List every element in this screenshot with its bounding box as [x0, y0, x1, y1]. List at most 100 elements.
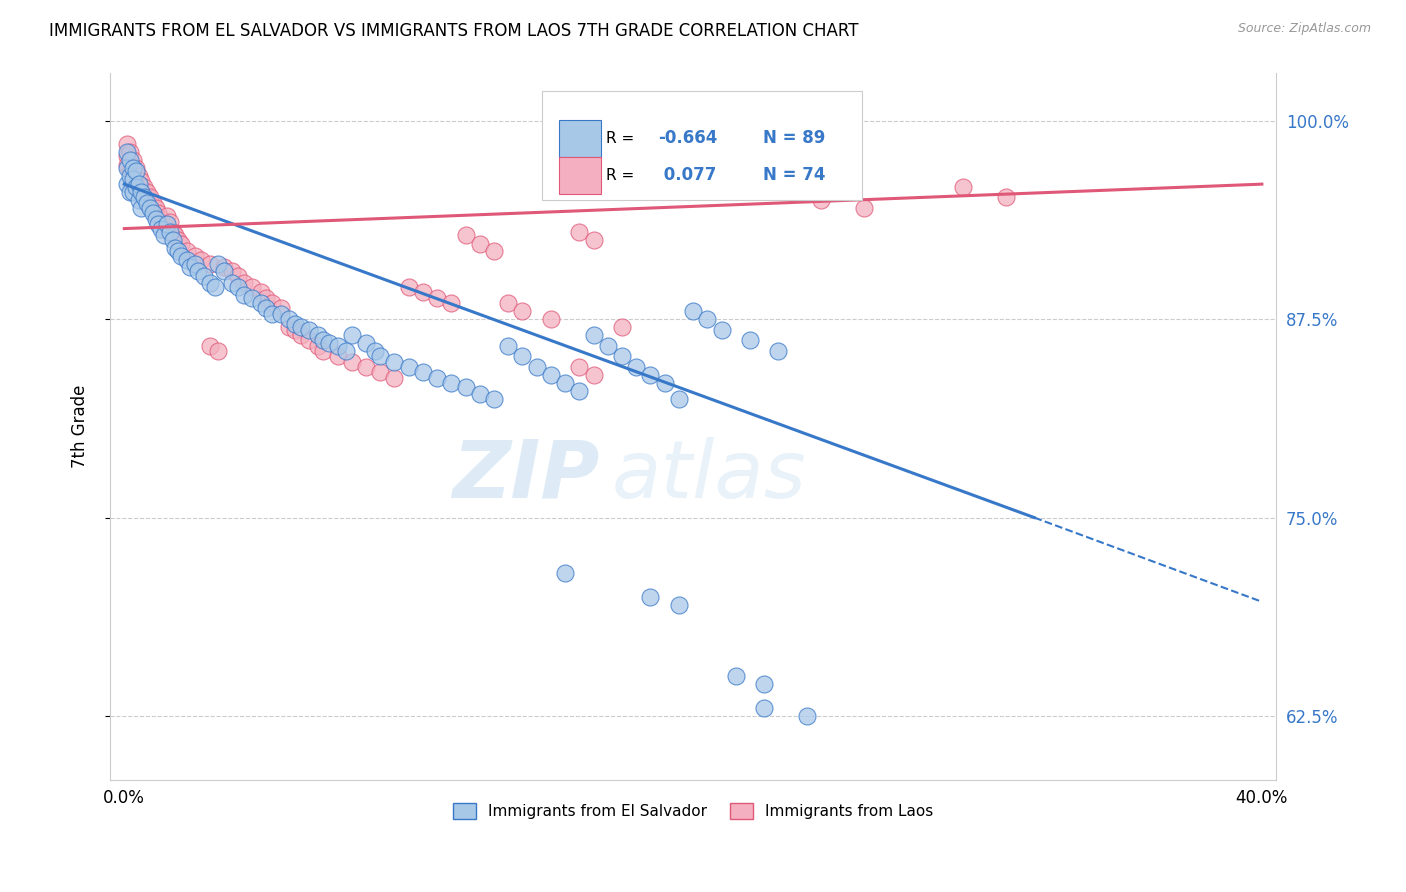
Point — [496, 339, 519, 353]
Point — [128, 177, 150, 191]
Point — [142, 196, 165, 211]
Point — [312, 343, 335, 358]
Point — [226, 280, 249, 294]
Point — [139, 190, 162, 204]
Point — [187, 264, 209, 278]
Point — [768, 343, 790, 358]
Point — [207, 343, 229, 358]
Point — [640, 590, 662, 604]
Point — [207, 256, 229, 270]
Point — [134, 180, 156, 194]
Point — [426, 371, 449, 385]
Point — [363, 343, 385, 358]
Point — [240, 280, 263, 294]
Point — [554, 566, 576, 581]
Point — [193, 269, 215, 284]
Point — [124, 180, 146, 194]
Point — [162, 233, 184, 247]
Point — [159, 225, 181, 239]
Point — [496, 296, 519, 310]
Point — [440, 296, 463, 310]
Point — [121, 172, 143, 186]
Point — [262, 307, 284, 321]
Point — [610, 320, 633, 334]
Y-axis label: 7th Grade: 7th Grade — [72, 384, 89, 468]
Point — [176, 244, 198, 258]
Text: N = 74: N = 74 — [763, 167, 825, 185]
Point — [290, 320, 312, 334]
Point — [256, 292, 278, 306]
Text: ZIP: ZIP — [453, 437, 600, 515]
Point — [136, 196, 159, 211]
Point — [335, 343, 357, 358]
Point — [170, 249, 193, 263]
Point — [468, 237, 491, 252]
Text: -0.664: -0.664 — [658, 129, 717, 147]
Point — [398, 359, 420, 374]
Point — [326, 339, 349, 353]
Point — [156, 209, 179, 223]
Point — [682, 304, 704, 318]
Point — [398, 280, 420, 294]
Point — [115, 145, 138, 160]
Point — [540, 368, 562, 382]
Point — [145, 212, 167, 227]
Point — [118, 153, 141, 168]
Point — [412, 364, 434, 378]
Point — [368, 349, 391, 363]
Point — [128, 193, 150, 207]
Point — [724, 177, 747, 191]
Point — [738, 333, 761, 347]
Point — [121, 169, 143, 184]
Point — [270, 301, 292, 315]
Point — [284, 323, 307, 337]
Point — [340, 355, 363, 369]
Point — [290, 328, 312, 343]
Point — [121, 185, 143, 199]
Point — [198, 256, 221, 270]
Text: R =: R = — [606, 131, 638, 146]
Point — [118, 145, 141, 160]
Point — [654, 376, 676, 390]
Point — [682, 169, 704, 184]
Point — [284, 317, 307, 331]
Point — [582, 368, 605, 382]
Point — [121, 153, 143, 168]
Point — [153, 227, 176, 242]
Point — [131, 201, 153, 215]
FancyBboxPatch shape — [541, 91, 862, 200]
Point — [179, 260, 201, 274]
Point — [118, 164, 141, 178]
Point — [512, 304, 534, 318]
Point — [668, 598, 690, 612]
Point — [134, 190, 156, 204]
Point — [340, 328, 363, 343]
Point — [170, 237, 193, 252]
Point — [204, 280, 226, 294]
FancyBboxPatch shape — [560, 157, 600, 194]
Point — [124, 177, 146, 191]
Point — [754, 677, 776, 691]
Point — [156, 217, 179, 231]
Point — [162, 225, 184, 239]
Text: Source: ZipAtlas.com: Source: ZipAtlas.com — [1237, 22, 1371, 36]
Point — [426, 292, 449, 306]
Point — [232, 276, 254, 290]
Point — [226, 269, 249, 284]
Point — [249, 285, 271, 299]
Point — [212, 260, 235, 274]
Point — [482, 392, 505, 406]
Point — [582, 233, 605, 247]
Text: R =: R = — [606, 168, 638, 183]
Point — [136, 185, 159, 199]
Point — [232, 288, 254, 302]
Point — [326, 349, 349, 363]
Point — [668, 392, 690, 406]
Point — [298, 323, 321, 337]
Point — [696, 312, 718, 326]
Text: atlas: atlas — [612, 437, 806, 515]
Point — [176, 253, 198, 268]
Point — [568, 225, 591, 239]
Point — [596, 339, 619, 353]
Point — [115, 137, 138, 152]
